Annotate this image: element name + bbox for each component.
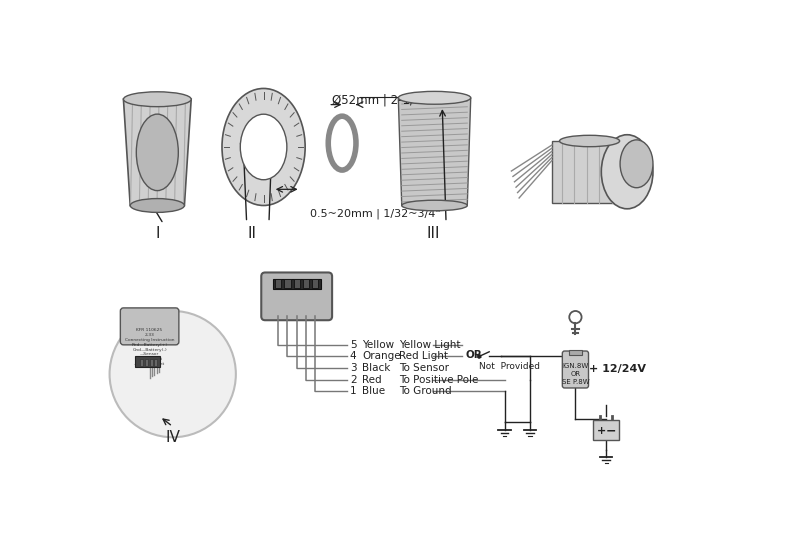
FancyBboxPatch shape: [593, 419, 619, 440]
Polygon shape: [552, 141, 627, 203]
Text: II: II: [248, 226, 256, 241]
Bar: [303, 279, 309, 288]
Text: 4: 4: [350, 352, 356, 361]
Text: Yellow: Yellow: [362, 340, 394, 350]
Text: Red Light: Red Light: [399, 352, 448, 361]
Ellipse shape: [130, 198, 185, 212]
Bar: [312, 279, 318, 288]
Bar: [293, 279, 300, 288]
Bar: [569, 350, 582, 355]
Circle shape: [109, 311, 236, 437]
Bar: [145, 359, 148, 366]
Bar: [272, 279, 320, 289]
Text: Blue: Blue: [362, 386, 385, 396]
Text: + 12/24V: + 12/24V: [590, 364, 646, 374]
Text: Not  Provided: Not Provided: [479, 362, 540, 371]
Text: Red: Red: [362, 375, 382, 385]
Bar: [154, 359, 157, 366]
Bar: [284, 279, 291, 288]
Text: Yellow Light: Yellow Light: [399, 340, 460, 350]
Text: To Ground: To Ground: [399, 386, 451, 396]
Text: III: III: [426, 226, 439, 241]
Ellipse shape: [602, 135, 653, 209]
Ellipse shape: [137, 114, 178, 191]
Polygon shape: [398, 98, 471, 206]
Text: To Positive Pole: To Positive Pole: [399, 375, 479, 385]
Ellipse shape: [123, 92, 191, 107]
Text: +: +: [597, 426, 606, 436]
Text: 1: 1: [350, 386, 356, 396]
Bar: [141, 359, 144, 366]
Text: IV: IV: [165, 430, 180, 445]
Text: To Sensor: To Sensor: [399, 363, 449, 373]
Bar: [275, 279, 281, 288]
Text: 0.5~20mm | 1/32~3/4": 0.5~20mm | 1/32~3/4": [310, 209, 440, 219]
FancyBboxPatch shape: [121, 308, 179, 345]
Ellipse shape: [398, 91, 471, 104]
Text: I: I: [155, 226, 160, 241]
Text: −: −: [606, 425, 616, 437]
Ellipse shape: [559, 136, 619, 147]
Text: 3: 3: [350, 363, 356, 373]
Text: Black: Black: [362, 363, 391, 373]
Bar: [149, 359, 153, 366]
FancyBboxPatch shape: [135, 356, 160, 367]
Ellipse shape: [620, 140, 653, 188]
FancyBboxPatch shape: [261, 273, 332, 320]
Ellipse shape: [402, 200, 467, 210]
Text: KFR 110625
2-33
Connecting Instruction
Red—Battery(+)
Gnd—Battery(-)
—Sensor
—Re: KFR 110625 2-33 Connecting Instruction R…: [125, 328, 174, 366]
Text: OR: OR: [465, 350, 482, 360]
FancyBboxPatch shape: [562, 351, 589, 388]
Polygon shape: [123, 99, 191, 206]
Text: Orange: Orange: [362, 352, 401, 361]
Text: Ø52mm | 2-1/16": Ø52mm | 2-1/16": [332, 94, 434, 106]
Ellipse shape: [240, 114, 287, 180]
Text: 5: 5: [350, 340, 356, 350]
Text: 2: 2: [350, 375, 356, 385]
Circle shape: [477, 354, 481, 358]
Text: IGN.8W
OR
SE P.8W: IGN.8W OR SE P.8W: [562, 363, 589, 385]
Ellipse shape: [222, 89, 305, 206]
